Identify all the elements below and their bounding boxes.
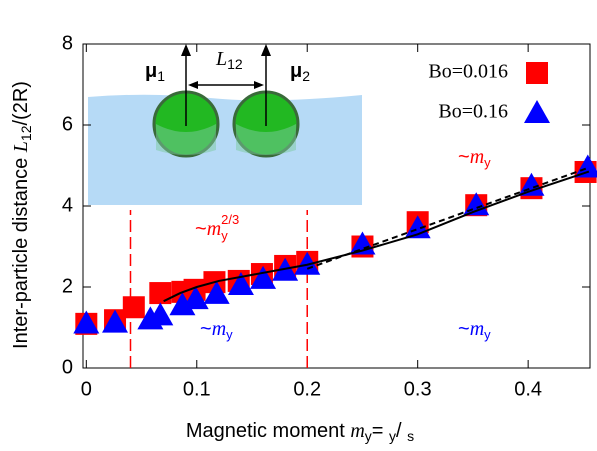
inset-label: L12 (215, 48, 243, 72)
inset: μ1 L12 μ2 (88, 44, 362, 205)
t: y (365, 428, 372, 444)
liquid (88, 94, 362, 205)
arrow-head (188, 81, 198, 89)
x-tick-label: 0.1 (183, 378, 211, 400)
fit-line (163, 170, 590, 303)
x-tick-label: 0.2 (293, 378, 321, 400)
triangle-marker (574, 154, 597, 178)
var: m (207, 218, 221, 240)
sub: y (484, 327, 491, 342)
triangle-marker (73, 310, 100, 334)
triangle-marker (227, 271, 254, 295)
t: /(2R) (10, 81, 32, 125)
t: / (396, 420, 407, 442)
var: m (470, 146, 484, 168)
sub: 1 (157, 68, 165, 84)
sub: y (484, 155, 491, 170)
arrow-head (254, 81, 264, 89)
square-marker (149, 282, 172, 305)
triangle-marker (294, 251, 321, 275)
triangle-marker (169, 292, 196, 316)
sub: y (226, 327, 233, 342)
triangle-marker (250, 265, 277, 289)
meniscus (236, 124, 296, 155)
tilde: ~ (200, 318, 212, 340)
x-tick-label: 0.3 (404, 378, 432, 400)
inset-label: μ2 (290, 60, 310, 83)
y-tick-label: 4 (62, 194, 73, 216)
tilde: ~ (195, 218, 207, 240)
t: y (389, 428, 396, 444)
tilde: ~ (458, 146, 470, 168)
mu: μ (290, 60, 302, 82)
var: m (212, 318, 226, 340)
meniscus (156, 124, 216, 155)
annotation: ~my (200, 318, 233, 343)
t: = (372, 420, 389, 442)
triangle-marker (147, 302, 174, 326)
inset-label: μ1 (145, 60, 165, 83)
triangle-marker (102, 309, 129, 333)
annotation: ~m2/3 y (195, 212, 239, 243)
triangle-marker (203, 280, 230, 304)
annotation: ~my (458, 318, 491, 343)
legend-label: Bo=0.016 (428, 61, 508, 83)
annotation: ~my (458, 146, 491, 171)
y-axis-label: Inter-particle distance L12/(2R) (10, 81, 34, 349)
x-axis-label: Magnetic moment my= y/ s (186, 420, 414, 444)
t: s (407, 428, 414, 444)
y-tick-label: 8 (62, 32, 73, 54)
L: L (215, 48, 227, 70)
square-marker (122, 296, 145, 319)
t: L (10, 141, 32, 153)
t: Inter-particle distance (10, 152, 32, 349)
x-tick-label: 0.4 (514, 378, 542, 400)
var: m (470, 318, 484, 340)
sub: 2 (302, 68, 310, 84)
legend-marker (524, 100, 550, 123)
arrow-head (181, 44, 191, 56)
y-tick-label: 6 (62, 113, 73, 135)
t: Magnetic moment (186, 420, 351, 442)
plot-frame (82, 43, 591, 369)
sup: 2/3 (221, 212, 239, 227)
tilde: ~ (458, 318, 470, 340)
legend-marker (526, 62, 548, 84)
sub: 12 (227, 56, 243, 72)
triangle-marker (182, 286, 209, 310)
t: 12 (18, 125, 34, 141)
x-tick-label: 0 (81, 378, 92, 400)
y-tick-label: 0 (62, 356, 73, 378)
y-tick-label: 2 (62, 275, 73, 297)
sub: y (221, 228, 228, 243)
legend-label: Bo=0.16 (438, 101, 508, 123)
arrow-head (261, 44, 271, 56)
t: m (350, 420, 364, 442)
mu: μ (145, 60, 157, 82)
